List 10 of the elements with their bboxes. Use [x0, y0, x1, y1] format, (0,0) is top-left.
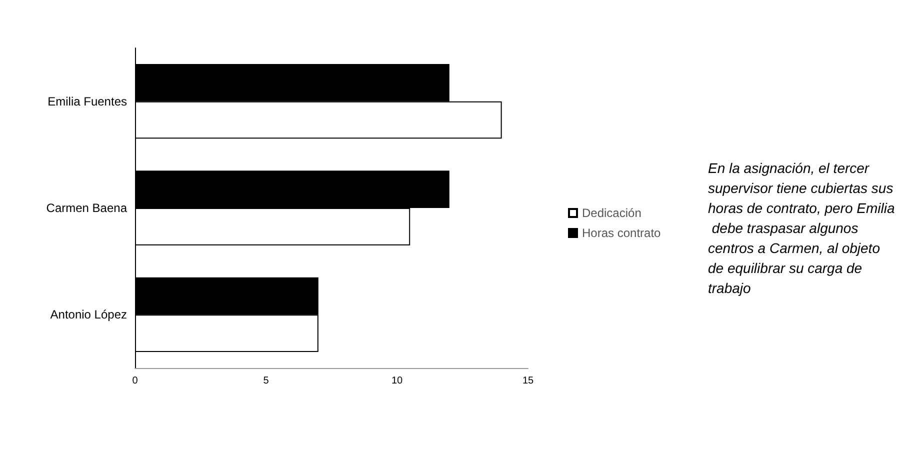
y-tick-label: Carmen Baena: [46, 201, 128, 215]
x-tick-label: 10: [391, 376, 403, 386]
legend-label: Dedicación: [582, 206, 642, 220]
legend-label: Horas contrato: [582, 226, 662, 240]
x-tick-label: 5: [263, 376, 270, 386]
y-tick-label: Emilia Fuentes: [48, 94, 127, 108]
text: En la asignación, el tercer supervisor tiene cubiertas sus horas de contrato, pero Emilia debe traspasar algunos centros a Carmen, al objeto de equilibrar su carga de trabajo: [708, 160, 898, 296]
x-tick-label: 15: [522, 376, 534, 386]
x-tick-label: 0: [132, 376, 138, 386]
y-tick-label: Antonio López: [50, 308, 127, 322]
